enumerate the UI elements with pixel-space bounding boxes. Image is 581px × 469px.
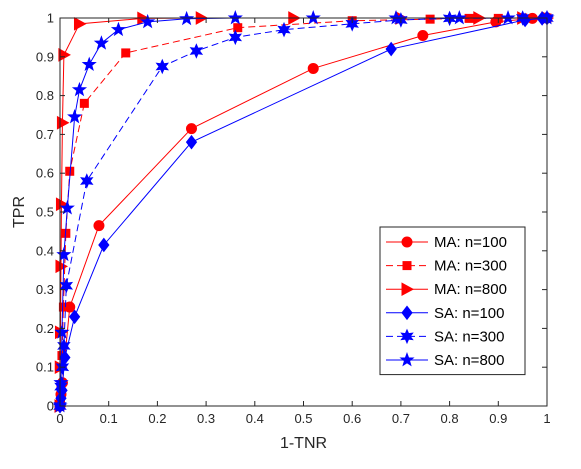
data-point	[451, 10, 467, 25]
legend-box	[379, 226, 526, 376]
data-point	[56, 246, 72, 262]
data-point	[73, 16, 87, 31]
y-tick-label: 0.7	[36, 127, 54, 142]
legend-marker	[402, 261, 412, 271]
legend-marker	[399, 352, 415, 367]
data-point	[228, 29, 243, 46]
data-point	[79, 98, 89, 108]
legend-label: MA: n=100	[434, 234, 507, 251]
data-point	[500, 10, 516, 25]
legend-item: SA: n=100	[386, 305, 504, 322]
data-point	[59, 200, 75, 215]
y-tick-label: 1	[47, 11, 54, 26]
data-point	[55, 259, 69, 274]
x-tick-label: 0.9	[489, 411, 507, 426]
x-tick-label: 1	[543, 411, 550, 426]
data-point	[189, 43, 204, 59]
x-tick-label: 0.1	[100, 411, 118, 426]
data-point	[93, 35, 109, 50]
legend-item: SA: n=800	[386, 352, 504, 369]
data-point	[345, 16, 359, 32]
x-axis-label: 1-TNR	[280, 435, 327, 452]
data-point	[59, 277, 74, 294]
legend: MA: n=100 MA: n=300 MA: n=800 SA: n=100 SA: …	[379, 226, 526, 376]
data-point	[185, 134, 198, 150]
data-point	[58, 48, 71, 62]
x-tick-label: 0.7	[392, 411, 410, 426]
legend-marker	[401, 305, 413, 321]
x-tick-label: 0.3	[197, 411, 215, 426]
legend-item: MA: n=100	[386, 234, 507, 251]
data-point	[93, 220, 105, 232]
data-point	[417, 29, 429, 41]
data-point	[54, 324, 70, 339]
legend-item: SA: n=300	[386, 328, 504, 345]
y-tick-label: 0	[47, 399, 54, 414]
legend-item: MA: n=800	[386, 281, 507, 298]
y-tick-label: 0.8	[36, 88, 54, 103]
data-point	[140, 13, 156, 29]
data-point	[80, 173, 94, 189]
data-point	[305, 10, 321, 25]
data-point	[110, 21, 126, 37]
x-tick-label: 0.6	[343, 411, 361, 426]
data-point	[227, 10, 243, 25]
data-point	[53, 374, 69, 390]
legend-label: MA: n=300	[434, 258, 507, 275]
legend-marker	[401, 236, 413, 248]
legend-marker	[401, 282, 415, 297]
data-point	[385, 41, 397, 57]
x-tick-label: 0	[56, 411, 63, 426]
data-point	[233, 23, 243, 33]
y-tick-label: 0.5	[36, 205, 54, 220]
data-point	[185, 123, 197, 135]
legend-label: SA: n=800	[434, 352, 504, 369]
data-point	[57, 338, 71, 354]
data-point	[155, 58, 169, 75]
tick-layer: 0 0.1 0.2 0.3 0.4 0.5 0.6 0.7 0.8 0.9 1 0 0.1 0.2 0.3 0…	[36, 11, 551, 427]
data-point	[67, 108, 83, 124]
x-tick-label: 0.4	[246, 411, 264, 426]
x-tick-label: 0.8	[441, 411, 459, 426]
y-tick-label: 0.9	[36, 49, 54, 64]
x-tick-label: 0.2	[148, 411, 166, 426]
y-tick-label: 0.4	[36, 243, 54, 258]
x-tick-label: 0.5	[294, 411, 312, 426]
data-point	[81, 56, 97, 71]
y-axis-label: TPR	[11, 196, 28, 228]
legend-item: MA: n=300	[386, 258, 507, 275]
y-tick-label: 0.6	[36, 166, 54, 181]
data-point	[121, 48, 131, 58]
legend-label: MA: n=800	[434, 281, 507, 298]
data-point	[98, 237, 110, 253]
data-point	[307, 62, 319, 74]
data-point	[58, 302, 68, 312]
y-tick-label: 0.2	[36, 321, 54, 336]
data-point	[388, 10, 404, 25]
legend-label: SA: n=100	[434, 305, 504, 322]
data-point	[277, 21, 291, 38]
y-tick-label: 0.1	[36, 360, 54, 375]
y-tick-label: 0.3	[36, 282, 54, 297]
legend-marker	[400, 328, 414, 345]
data-point	[71, 81, 88, 97]
data-point	[68, 309, 81, 325]
legend-label: SA: n=300	[434, 328, 504, 345]
